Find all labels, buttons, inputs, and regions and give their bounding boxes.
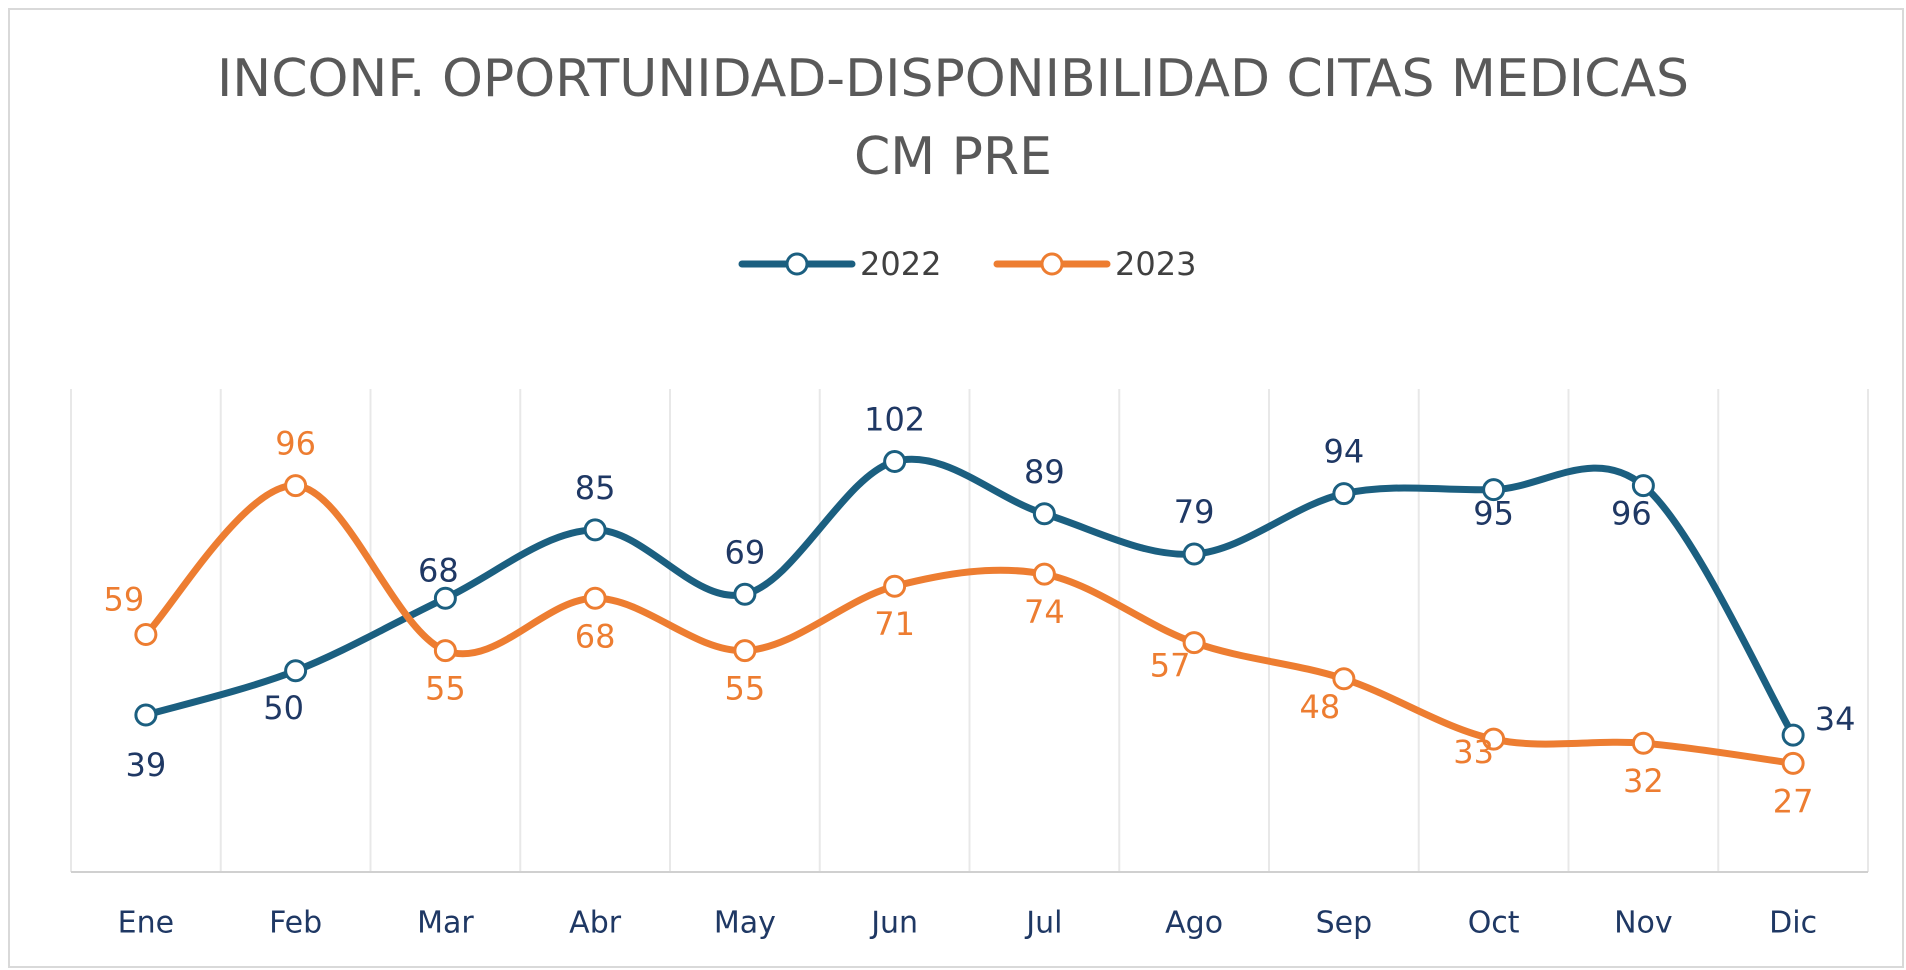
chart-frame [8,8,1904,968]
legend-marker [785,252,809,276]
data-label: 39 [126,746,167,784]
data-label: 71 [874,605,915,643]
x-tick-label: Mar [417,906,474,941]
x-tick-label: Feb [269,906,322,941]
data-point [1781,723,1805,747]
data-point [134,703,158,727]
x-tick-label: Oct [1468,906,1520,941]
chart-title: INCONF. OPORTUNIDAD-DISPONIBILIDAD CITAS… [216,49,1690,187]
x-tick-label: May [714,906,776,941]
x-tick-label: Ene [118,906,174,941]
data-point [1781,751,1805,775]
data-label: 68 [418,551,459,589]
data-label: 89 [1024,453,1065,491]
data-point [1482,727,1506,751]
data-label: 102 [864,400,925,438]
data-label: 79 [1174,493,1215,531]
data-point [733,639,757,663]
data-point [883,574,907,598]
data-label: 85 [575,469,616,507]
legend-label: 2022 [860,245,941,283]
data-point [1032,562,1056,586]
data-label: 95 [1473,495,1514,533]
data-label: 68 [575,617,616,655]
data-label: 32 [1623,762,1664,800]
data-point [433,586,457,610]
data-label: 34 [1815,700,1856,738]
x-tick-label: Sep [1316,906,1373,941]
x-tick-label: Nov [1614,906,1673,941]
data-label: 57 [1150,647,1191,685]
data-label: 96 [1611,495,1652,533]
data-point [583,518,607,542]
data-point [1631,731,1655,755]
data-point [883,449,907,473]
data-label: 96 [275,425,316,463]
data-label: 33 [1453,733,1494,771]
data-point [284,474,308,498]
legend-label: 2023 [1115,245,1196,283]
data-label: 55 [725,670,766,708]
data-point [1032,502,1056,526]
x-tick-label: Jun [869,906,918,941]
data-point [1182,631,1206,655]
data-label: 74 [1024,593,1065,631]
data-point [733,582,757,606]
x-tick-label: Jul [1024,906,1062,941]
data-point [583,586,607,610]
data-label: 50 [263,689,304,727]
data-point [1631,474,1655,498]
data-point [1482,478,1506,502]
x-tick-label: Abr [569,906,622,941]
data-label: 59 [104,581,145,619]
x-tick-label: Dic [1769,906,1817,941]
data-label: 55 [425,670,466,708]
data-point [1182,542,1206,566]
legend-marker [1040,252,1064,276]
data-point [284,659,308,683]
data-point [433,639,457,663]
data-point [134,623,158,647]
x-tick-label: Ago [1165,906,1223,941]
data-label: 48 [1300,688,1341,726]
data-label: 27 [1773,782,1814,820]
data-point [1332,482,1356,506]
data-label: 94 [1324,433,1365,471]
data-label: 69 [725,533,766,571]
data-point [1332,667,1356,691]
